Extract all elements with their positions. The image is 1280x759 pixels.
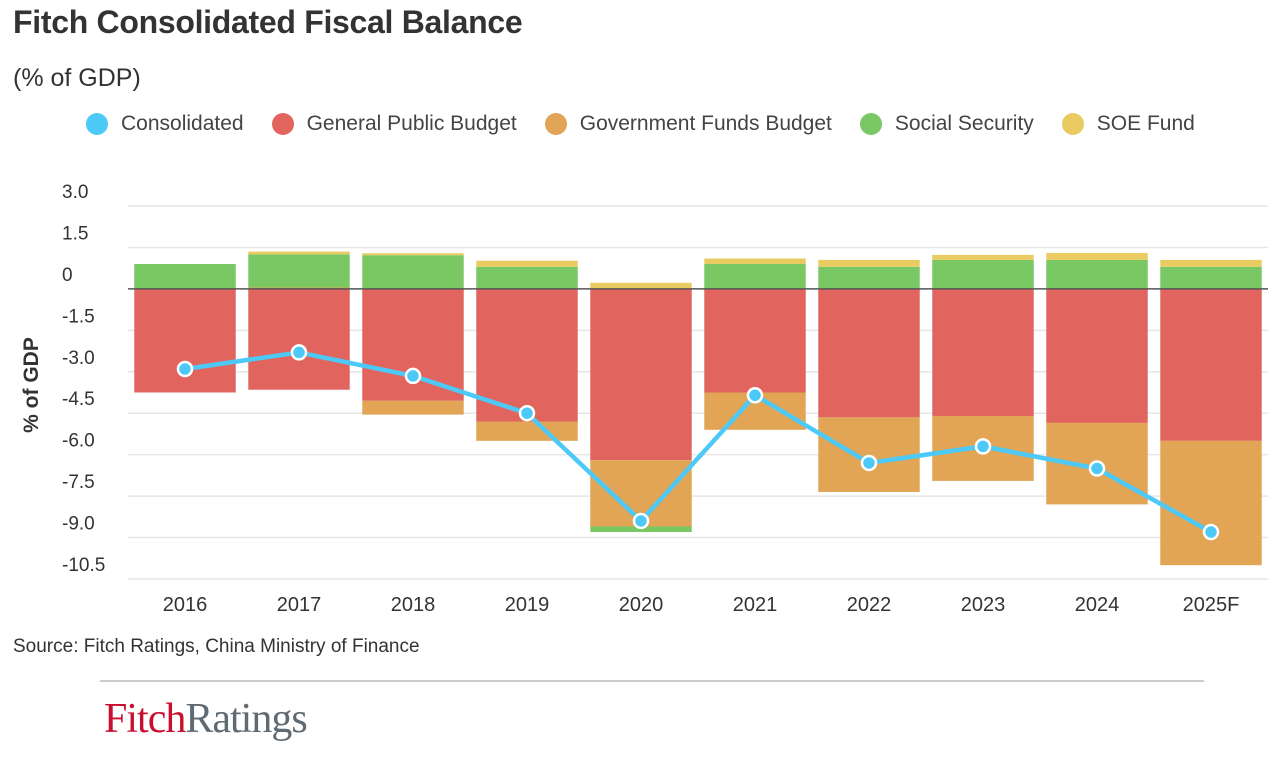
consolidated-point-2019 bbox=[518, 404, 536, 422]
bar-general-public-budget-2025f bbox=[1160, 288, 1262, 441]
bar-social-security-2020 bbox=[590, 526, 692, 533]
x-tick-label: 2024 bbox=[1075, 594, 1120, 616]
consolidated-point-2024 bbox=[1088, 460, 1106, 477]
bar-government-funds-budget-2018 bbox=[362, 400, 464, 415]
y-tick-label: 1.5 bbox=[62, 223, 88, 244]
legend-marker-consolidated bbox=[86, 113, 108, 135]
legend-item-social-security[interactable]: Social Security bbox=[859, 112, 1034, 136]
bar-social-security-2025f bbox=[1160, 266, 1262, 289]
y-tick-label: -6.0 bbox=[62, 431, 95, 452]
chart-subtitle: (% of GDP) bbox=[13, 64, 141, 92]
x-tick-label: 2018 bbox=[391, 594, 436, 616]
legend-item-government-funds-budget[interactable]: Government Funds Budget bbox=[544, 112, 832, 136]
consolidated-point-2022 bbox=[860, 454, 878, 472]
footer-divider bbox=[100, 680, 1204, 682]
x-tick-label: 2019 bbox=[505, 594, 550, 616]
bar-general-public-budget-2023 bbox=[932, 288, 1034, 416]
y-tick-label: -1.5 bbox=[62, 306, 95, 327]
x-tick-label: 2017 bbox=[277, 594, 322, 616]
legend-label: SOE Fund bbox=[1096, 112, 1195, 135]
legend-item-consolidated[interactable]: Consolidated bbox=[86, 112, 244, 136]
bar-soe-fund-2025f bbox=[1160, 259, 1262, 267]
bar-soe-fund-2022 bbox=[818, 259, 920, 267]
bar-social-security-2024 bbox=[1046, 259, 1148, 289]
y-axis-label: % of GDP bbox=[20, 337, 43, 433]
consolidated-point-2021 bbox=[746, 387, 764, 404]
bar-social-security-2021 bbox=[704, 264, 806, 289]
legend-marker-social-security bbox=[859, 113, 882, 135]
legend-label: Social Security bbox=[894, 112, 1034, 135]
bar-government-funds-budget-2025f bbox=[1160, 440, 1262, 566]
chart-plot: 3.0 1.5 0 -1.5 -3.0 -4.5 -6.0 -7.5 -9.0 -10.5 201… bbox=[20, 182, 1268, 616]
consolidated-point-2023 bbox=[974, 438, 992, 455]
bar-social-security-2019 bbox=[476, 266, 578, 289]
consolidated-line bbox=[176, 344, 1220, 541]
bar-soe-fund-2019 bbox=[476, 260, 578, 267]
bar-social-security-2018 bbox=[362, 255, 464, 289]
bar-social-security-2017 bbox=[248, 254, 350, 288]
legend-item-general-public-budget[interactable]: General Public Budget bbox=[271, 112, 517, 136]
x-axis-ticks: 2016 2017 2018 2019 2020 2021 2022 2023 2024 2025… bbox=[163, 594, 1240, 616]
consolidated-point-2020 bbox=[632, 512, 650, 530]
bar-general-public-budget-2024 bbox=[1046, 288, 1148, 423]
bar-government-funds-budget-2019 bbox=[476, 421, 578, 441]
consolidated-line-path bbox=[184, 350, 1213, 534]
y-tick-label: -10.5 bbox=[62, 555, 105, 576]
y-axis-ticks: 3.0 1.5 0 -1.5 -3.0 -4.5 -6.0 -7.5 -9.0 -10.5 bbox=[62, 182, 105, 576]
legend-label: General Public Budget bbox=[306, 112, 517, 135]
x-tick-label: 2021 bbox=[733, 594, 778, 616]
source-note: Source: Fitch Ratings, China Ministry of… bbox=[13, 636, 420, 657]
legend-label: Government Funds Budget bbox=[579, 112, 832, 135]
y-tick-label: 0 bbox=[62, 265, 73, 286]
consolidated-point-2016 bbox=[176, 360, 194, 378]
logo-fitch: Fitch bbox=[104, 696, 186, 742]
bar-general-public-budget-2020 bbox=[590, 288, 692, 461]
bar-social-security-2023 bbox=[932, 259, 1034, 289]
bar-soe-fund-2017 bbox=[248, 251, 350, 255]
fitch-ratings-logo: FitchRatings bbox=[104, 695, 308, 743]
bars bbox=[134, 251, 1262, 566]
x-tick-label: 2023 bbox=[961, 594, 1006, 616]
y-tick-label: -9.0 bbox=[62, 514, 95, 535]
bar-soe-fund-2020 bbox=[590, 282, 692, 289]
y-tick-label: -3.0 bbox=[62, 348, 95, 369]
bar-social-security-2016 bbox=[134, 264, 236, 289]
bar-general-public-budget-2019 bbox=[476, 288, 578, 422]
consolidated-point-2025f bbox=[1202, 523, 1220, 541]
y-tick-label: 3.0 bbox=[62, 182, 88, 203]
x-tick-label: 2022 bbox=[847, 594, 892, 616]
x-tick-label: 2020 bbox=[619, 594, 664, 616]
consolidated-point-2017 bbox=[290, 344, 308, 361]
legend-item-soe-fund[interactable]: SOE Fund bbox=[1061, 112, 1195, 136]
x-tick-label: 2016 bbox=[163, 594, 208, 616]
bar-soe-fund-2021 bbox=[704, 258, 806, 265]
bar-general-public-budget-2022 bbox=[818, 288, 920, 418]
bar-soe-fund-2018 bbox=[362, 253, 464, 256]
bar-soe-fund-2024 bbox=[1046, 252, 1148, 260]
bar-soe-fund-2023 bbox=[932, 254, 1034, 260]
bar-social-security-2022 bbox=[818, 266, 920, 289]
chart-title: Fitch Consolidated Fiscal Balance bbox=[13, 4, 523, 40]
legend-marker-soe-fund bbox=[1061, 113, 1084, 135]
legend-label: Consolidated bbox=[121, 112, 244, 135]
bar-general-public-budget-2021 bbox=[704, 288, 806, 393]
x-tick-label: 2025F bbox=[1183, 594, 1240, 616]
bar-general-public-budget-2017 bbox=[248, 288, 350, 390]
bar-government-funds-budget-2022 bbox=[818, 417, 920, 492]
legend: Consolidated General Public Budget Gover… bbox=[86, 112, 1223, 136]
legend-marker-government-funds-budget bbox=[544, 113, 567, 135]
consolidated-point-2018 bbox=[404, 367, 422, 385]
y-tick-label: -4.5 bbox=[62, 389, 95, 410]
logo-ratings: Ratings bbox=[185, 696, 307, 742]
legend-marker-general-public-budget bbox=[271, 113, 294, 135]
y-tick-label: -7.5 bbox=[62, 472, 95, 493]
